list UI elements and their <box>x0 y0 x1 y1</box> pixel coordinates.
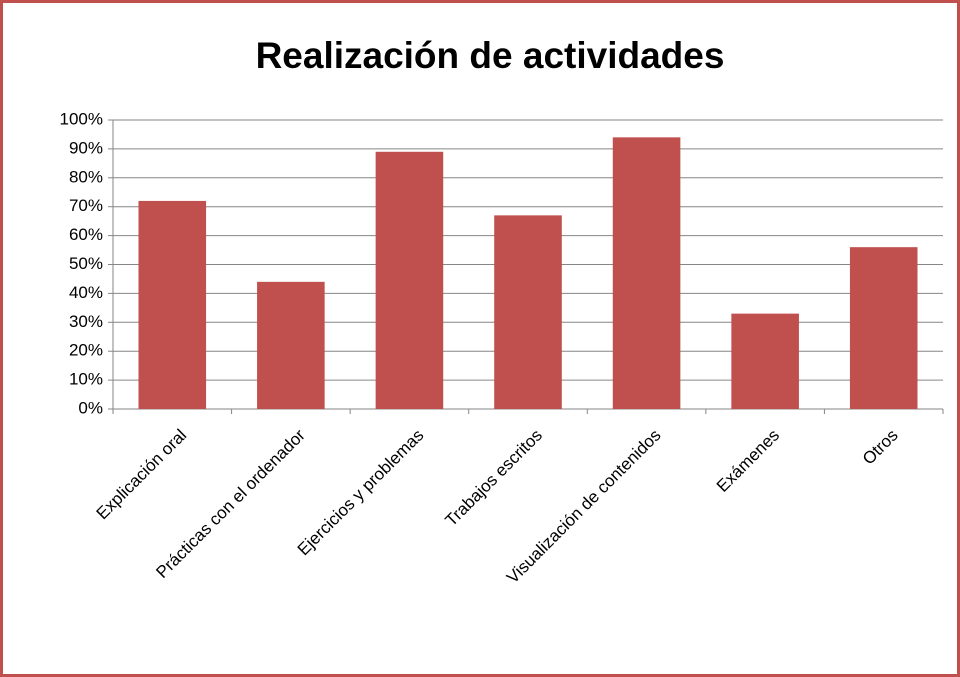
bar <box>257 281 325 409</box>
y-tick-label: 90% <box>69 138 103 157</box>
y-tick-label: 0% <box>78 398 103 417</box>
y-tick-label: 40% <box>69 283 103 302</box>
y-tick-label: 10% <box>69 370 103 389</box>
bar <box>375 151 444 410</box>
bar <box>849 247 918 409</box>
bar <box>494 215 562 409</box>
chart-title: Realización de actividades <box>256 35 725 76</box>
y-tick-label: 30% <box>69 312 103 331</box>
bar <box>138 200 207 409</box>
y-tick-label: 80% <box>69 167 103 186</box>
y-tick-label: 70% <box>69 196 103 215</box>
bar <box>731 313 799 409</box>
y-tick-label: 20% <box>69 341 103 360</box>
y-tick-label: 50% <box>69 254 103 273</box>
y-tick-label: 60% <box>69 225 103 244</box>
y-tick-label: 100% <box>60 109 103 128</box>
bar <box>612 137 681 409</box>
